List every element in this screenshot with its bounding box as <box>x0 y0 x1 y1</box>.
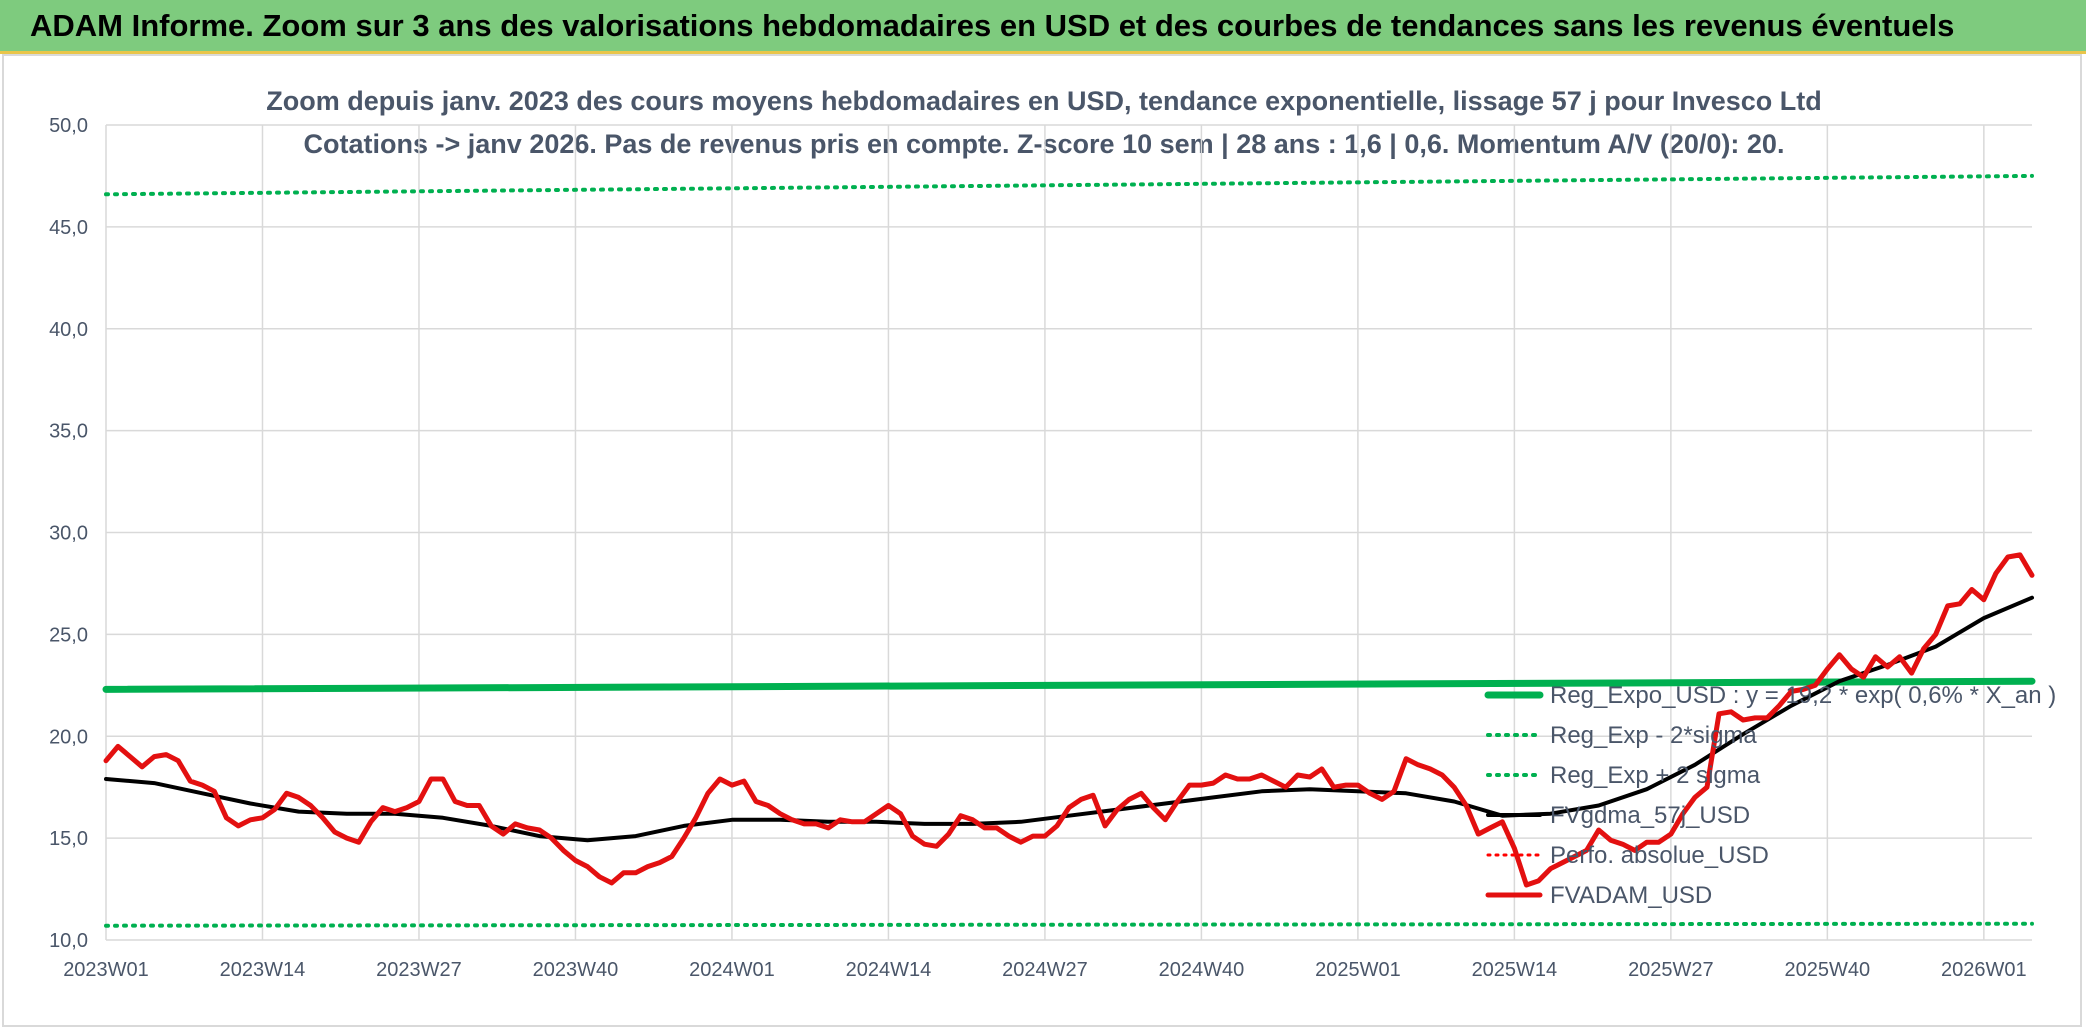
legend-reg-expo: Reg_Expo_USD : y = 19,2 * exp( 0,6% * X_… <box>1484 682 2056 709</box>
y-tick-label: 35,0 <box>49 421 88 443</box>
series-group <box>102 173 2036 928</box>
reg-minus-2sigma-line <box>104 921 2034 928</box>
legend-perfo-absolue: Perfo. absolue_USD <box>1486 842 1769 869</box>
x-tick-label: 2024W14 <box>846 959 932 981</box>
y-tick-label: 45,0 <box>49 217 88 239</box>
y-tick-label: 20,0 <box>49 726 88 748</box>
report-title: ADAM Informe. Zoom sur 3 ans des valoris… <box>30 8 1955 43</box>
x-tick-label: 2026W01 <box>1941 959 2027 981</box>
y-tick-label: 15,0 <box>49 828 88 850</box>
x-tick-label: 2024W40 <box>1159 959 1245 981</box>
x-tick-label: 2025W40 <box>1785 959 1871 981</box>
legend-label: Reg_Expo_USD : y = 19,2 * exp( 0,6% * X_… <box>1550 682 2056 709</box>
reg-expo-line <box>102 677 2036 693</box>
y-tick-label: 40,0 <box>49 319 88 341</box>
legend-label: FVADAM_USD <box>1550 882 1712 909</box>
legend: Reg_Expo_USD : y = 19,2 * exp( 0,6% * X_… <box>1484 682 2056 909</box>
x-tick-label: 2023W14 <box>220 959 306 981</box>
chart-title-line-2: Cotations -> janv 2026. Pas de revenus p… <box>304 129 1785 159</box>
x-tick-label: 2023W27 <box>376 959 462 981</box>
legend-fvadam: FVADAM_USD <box>1485 882 1712 909</box>
x-axis: 2023W01 2023W14 2023W27 2023W40 2024W01 2024W… <box>63 959 2026 981</box>
y-axis: 10,0 15,0 20,0 25,0 30,0 35,0 40,0 45,0 50,0 <box>49 115 88 952</box>
y-tick-label: 30,0 <box>49 523 88 545</box>
reg-plus-2sigma-line <box>104 173 2034 197</box>
y-tick-label: 10,0 <box>49 930 88 952</box>
legend-label: Perfo. absolue_USD <box>1550 842 1769 869</box>
x-tick-label: 2023W01 <box>63 959 149 981</box>
legend-label: FVgdma_57j_USD <box>1550 802 1750 829</box>
chart-title-line-1: Zoom depuis janv. 2023 des cours moyens … <box>266 86 1821 116</box>
legend-label: Reg_Exp + 2 sigma <box>1550 762 1761 789</box>
grid <box>105 124 2032 941</box>
x-tick-label: 2025W01 <box>1315 959 1401 981</box>
y-tick-label: 50,0 <box>49 115 88 137</box>
x-tick-label: 2025W27 <box>1628 959 1714 981</box>
legend-reg-plus-2sigma: Reg_Exp + 2 sigma <box>1486 762 1761 789</box>
x-tick-label: 2024W27 <box>1002 959 1088 981</box>
x-tick-label: 2024W01 <box>689 959 775 981</box>
fvadam-price-line <box>103 552 2035 888</box>
x-tick-label: 2025W14 <box>1472 959 1558 981</box>
legend-fvgdma-57j: FVgdma_57j_USD <box>1486 802 1750 829</box>
x-tick-label: 2023W40 <box>533 959 619 981</box>
legend-label: Reg_Exp - 2*sigma <box>1550 722 1757 749</box>
chart-frame <box>2 54 2082 1027</box>
y-tick-label: 25,0 <box>49 624 88 646</box>
legend-reg-minus-2sigma: Reg_Exp - 2*sigma <box>1486 722 1757 749</box>
report-banner: ADAM Informe. Zoom sur 3 ans des valoris… <box>0 0 2086 54</box>
